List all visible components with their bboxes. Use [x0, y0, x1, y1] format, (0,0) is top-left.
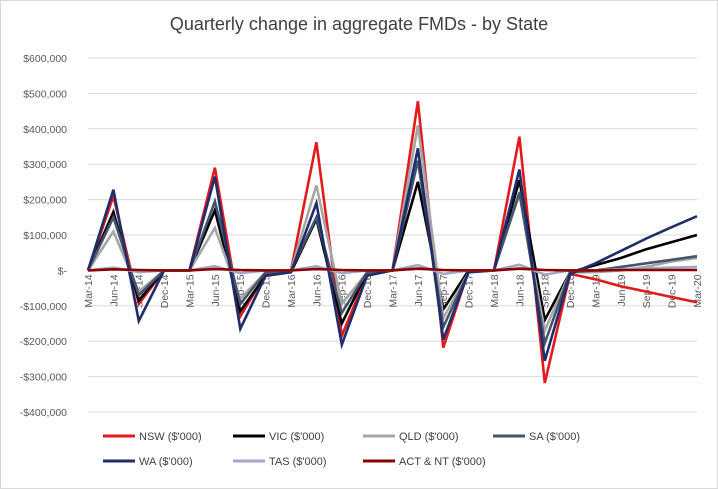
legend-label: QLD ($'000): [399, 431, 459, 443]
y-tick-label: -$100,000: [20, 301, 67, 313]
legend-label: NSW ($'000): [139, 431, 202, 443]
legend-label: TAS ($'000): [269, 456, 327, 468]
x-tick-label: Mar-14: [83, 274, 95, 307]
x-tick-label: Jun-14: [108, 274, 120, 306]
legend-label: ACT & NT ($'000): [399, 456, 486, 468]
x-tick-label: Mar-18: [489, 274, 501, 307]
legend: NSW ($'000) VIC ($'000) QLD ($'000) SA ($'0…: [103, 431, 580, 468]
y-tick-label: -$200,000: [20, 336, 67, 348]
y-tick-label: $400,000: [23, 124, 67, 136]
x-tick-label: Dec-19: [667, 274, 679, 308]
legend-label: VIC ($'000): [269, 431, 324, 443]
x-tick-label: Dec-17: [464, 274, 476, 308]
y-tick-label: -$300,000: [20, 372, 67, 384]
y-tick-label: $600,000: [23, 53, 67, 65]
series-lines: [86, 101, 698, 384]
series-line: [86, 148, 698, 362]
legend-label: WA ($'000): [139, 456, 193, 468]
x-tick-label: Mar-20: [692, 274, 704, 307]
y-tick-label: -$400,000: [20, 407, 67, 419]
x-tick-label: Jun-15: [210, 274, 222, 306]
y-tick-label: $-: [58, 265, 68, 277]
x-tick-label: Mar-19: [591, 274, 603, 307]
x-tick-label: Sep-18: [540, 274, 552, 308]
y-tick-label: $100,000: [23, 230, 67, 242]
chart-title: Quarterly change in aggregate FMDs - by …: [169, 14, 549, 34]
series-line: [86, 160, 698, 349]
x-tick-label: Jun-18: [514, 274, 526, 306]
x-tick-label: Mar-15: [185, 274, 197, 307]
x-tick-label: Jun-16: [311, 274, 323, 306]
x-tick-label: Jun-19: [616, 274, 628, 306]
legend-label: SA ($'000): [529, 431, 580, 443]
x-axis-ticks: Mar-14 Jun-14 Sep-14 Dec-14 Mar-15 Jun-15 Sep-…: [83, 274, 704, 308]
x-tick-label: Mar-17: [388, 274, 400, 307]
x-tick-label: Jun-17: [413, 274, 425, 306]
series-line: [87, 267, 697, 272]
gridlines: [88, 57, 697, 413]
x-tick-label: Dec-14: [159, 274, 171, 308]
y-axis-ticks: $600,000 $500,000 $400,000 $300,000 $200,000…: [20, 53, 68, 419]
x-tick-label: Mar-16: [286, 274, 298, 307]
y-tick-label: $200,000: [23, 195, 67, 207]
y-tick-label: $300,000: [23, 159, 67, 171]
y-tick-label: $500,000: [23, 88, 67, 100]
